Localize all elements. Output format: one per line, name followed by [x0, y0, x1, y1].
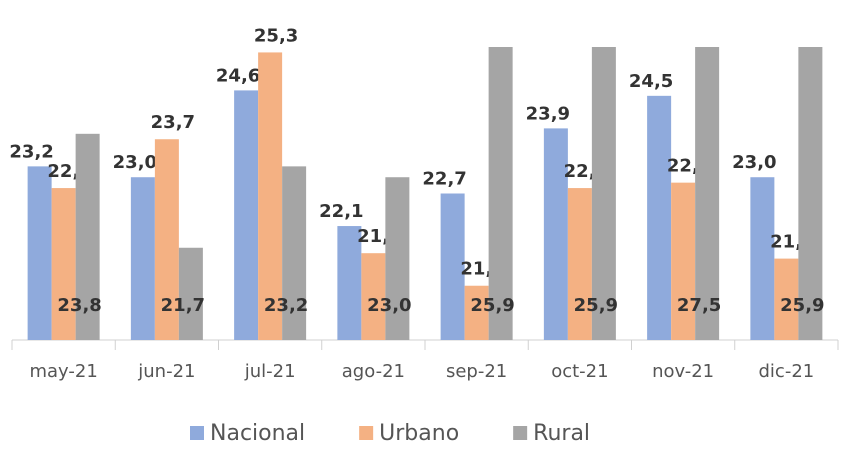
bar	[27, 166, 52, 340]
data-label: 24,6	[216, 65, 260, 86]
bar	[591, 47, 616, 340]
data-label: 23,0	[113, 152, 157, 173]
data-label: 23,9	[526, 103, 570, 124]
data-label: 23,2	[9, 141, 53, 162]
data-label: 22,7	[422, 169, 466, 190]
x-tick-label: ago-21	[342, 361, 405, 382]
data-label: 25,9	[470, 295, 514, 316]
data-label: 23,0	[367, 295, 411, 316]
data-label: 23,7	[151, 112, 195, 133]
bar	[567, 188, 592, 340]
data-label: 24,5	[629, 71, 673, 92]
bar	[695, 47, 720, 340]
data-label: 23,2	[264, 295, 308, 316]
bar	[130, 177, 155, 340]
bar	[258, 52, 283, 340]
bar	[75, 133, 100, 340]
data-label: 21,7	[161, 295, 205, 316]
legend-swatch	[190, 426, 204, 440]
bar	[488, 47, 513, 340]
x-tick-label: sep-21	[446, 361, 507, 382]
legend-swatch	[359, 426, 374, 440]
data-label: 25,9	[780, 295, 824, 316]
bar	[154, 139, 179, 340]
legend-label: Urbano	[379, 421, 459, 446]
x-tick-label: dic-21	[759, 361, 815, 382]
bar	[337, 226, 362, 340]
bar	[798, 47, 823, 340]
legend-label: Nacional	[210, 421, 305, 446]
bar	[750, 177, 775, 340]
legend-swatch	[513, 426, 528, 440]
data-label: 22,1	[319, 201, 363, 222]
bar	[647, 95, 672, 340]
bar	[385, 177, 410, 340]
x-tick-label: may-21	[29, 361, 97, 382]
bar	[774, 258, 799, 340]
legend-label: Rural	[533, 421, 590, 446]
data-label: 23,8	[57, 295, 101, 316]
bar	[178, 247, 203, 340]
bar	[234, 90, 259, 340]
bar	[671, 182, 696, 340]
x-tick-label: oct-21	[551, 361, 608, 382]
bar	[51, 188, 76, 340]
data-label: 25,9	[574, 295, 618, 316]
data-label: 23,0	[732, 152, 776, 173]
data-label: 25,3	[254, 25, 298, 46]
bar	[543, 128, 568, 340]
bar	[464, 285, 489, 340]
bar	[282, 166, 307, 340]
x-tick-label: jul-21	[244, 361, 296, 382]
bar	[440, 193, 465, 340]
x-tick-label: nov-21	[652, 361, 714, 382]
x-tick-label: jun-21	[137, 361, 195, 382]
data-label: 27,5	[677, 295, 721, 316]
bar	[361, 253, 386, 340]
